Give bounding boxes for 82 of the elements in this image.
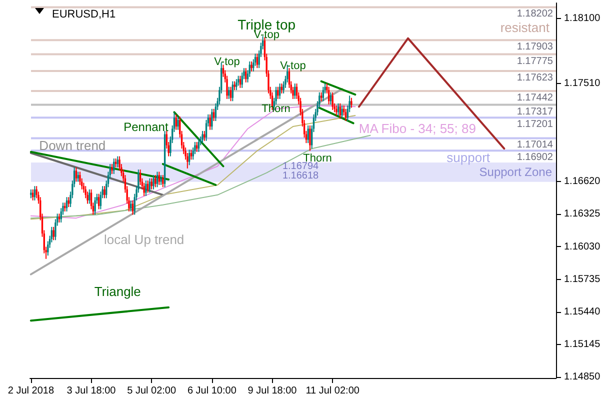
candlestick bbox=[116, 156, 119, 168]
y-tick-label: 1.15440 bbox=[564, 306, 601, 318]
annotation: MA Fibo - 34; 55; 89 bbox=[358, 121, 476, 136]
y-tick-label: 1.16030 bbox=[564, 241, 601, 252]
x-tick-label: 3 Jul 18:00 bbox=[66, 386, 116, 396]
candlestick bbox=[236, 78, 238, 91]
candlestick bbox=[232, 80, 234, 102]
annotation: resistant bbox=[500, 20, 550, 35]
candlestick bbox=[152, 174, 154, 190]
candlestick bbox=[98, 193, 100, 210]
annotation: support bbox=[446, 150, 490, 165]
candlestick bbox=[104, 186, 106, 199]
candlestick bbox=[277, 86, 279, 100]
candlestick bbox=[79, 171, 81, 186]
annotation: V-top bbox=[280, 60, 306, 72]
candlestick bbox=[339, 102, 341, 120]
annotation: V-top bbox=[214, 56, 240, 68]
candlestick bbox=[160, 174, 162, 186]
annotation: Pennant bbox=[124, 120, 169, 134]
text: EURUSD,H1 bbox=[52, 8, 116, 20]
candlestick bbox=[209, 114, 211, 130]
candlestick bbox=[130, 200, 132, 212]
line-series bbox=[30, 134, 371, 219]
x-tick-label: 11 Jul 02:00 bbox=[306, 386, 360, 396]
y-tick-label: 1.18100 bbox=[564, 12, 601, 24]
candlestick bbox=[77, 171, 79, 182]
annotation: Thorn bbox=[262, 103, 290, 116]
ref-line-label: 1.17317 bbox=[516, 106, 554, 118]
candlestick bbox=[148, 178, 151, 194]
annotation: Down trend bbox=[39, 138, 106, 153]
x-tick-label: 6 Jul 10:00 bbox=[187, 386, 237, 396]
candlestick bbox=[237, 75, 240, 86]
y-tick-label: 1.15145 bbox=[564, 338, 601, 350]
candlestick bbox=[190, 149, 192, 160]
x-tick-label: 9 Jul 18:00 bbox=[248, 386, 298, 396]
ref-line-label: 1.17442 bbox=[516, 92, 554, 104]
candlestick bbox=[211, 108, 213, 130]
x-tick-label: 5 Jul 02:00 bbox=[127, 386, 176, 396]
candlestick bbox=[230, 86, 232, 102]
candlestick bbox=[241, 72, 243, 88]
annotation: 1.16618 bbox=[282, 170, 320, 182]
candlestick bbox=[75, 166, 78, 182]
candlestick bbox=[332, 92, 334, 110]
candlestick bbox=[177, 116, 179, 130]
candlestick bbox=[132, 200, 134, 216]
candlestick bbox=[202, 130, 204, 144]
y-tick-label: 1.14850 bbox=[564, 371, 601, 382]
candlestick bbox=[52, 226, 54, 241]
y-tick-label: 1.15735 bbox=[564, 274, 601, 285]
ref-line-label: 1.17903 bbox=[516, 42, 554, 53]
candlestick bbox=[341, 105, 343, 120]
candlestick bbox=[250, 60, 252, 72]
candlestick bbox=[188, 149, 190, 166]
candlestick bbox=[150, 178, 152, 190]
candlestick bbox=[322, 86, 324, 102]
candlestick bbox=[350, 97, 352, 108]
candlestick bbox=[307, 124, 309, 144]
candlestick bbox=[145, 180, 147, 197]
annotation: Triangle bbox=[94, 284, 141, 300]
y-tick-label: 1.16620 bbox=[564, 176, 601, 188]
annotation: 1.16794 bbox=[282, 160, 320, 172]
candlestick bbox=[32, 188, 34, 201]
candlestick bbox=[256, 53, 258, 69]
x-tick-label: 2 Jul 2018 bbox=[8, 386, 54, 396]
candlestick bbox=[175, 114, 177, 130]
y-tick-label: 1.17510 bbox=[564, 78, 601, 90]
ref-line-label: 1.17623 bbox=[516, 72, 554, 84]
candlestick bbox=[94, 196, 96, 216]
candlestick bbox=[309, 124, 311, 152]
ref-line-label: 1.17775 bbox=[516, 56, 554, 67]
annotation: local Up trend bbox=[104, 232, 184, 247]
candlestick bbox=[88, 188, 90, 204]
candlestick bbox=[143, 182, 145, 197]
ref-line-label: 1.17201 bbox=[516, 119, 554, 130]
band-label: Support Zone bbox=[479, 165, 552, 180]
candlestick bbox=[111, 164, 113, 174]
ref-line-label: 1.18202 bbox=[516, 8, 554, 20]
candlestick bbox=[156, 171, 158, 188]
ref-line-label: 1.17014 bbox=[516, 140, 554, 151]
candlestick bbox=[162, 174, 164, 188]
y-tick-label: 1.16325 bbox=[564, 208, 601, 220]
ref-line-label: 1.16902 bbox=[516, 152, 554, 164]
